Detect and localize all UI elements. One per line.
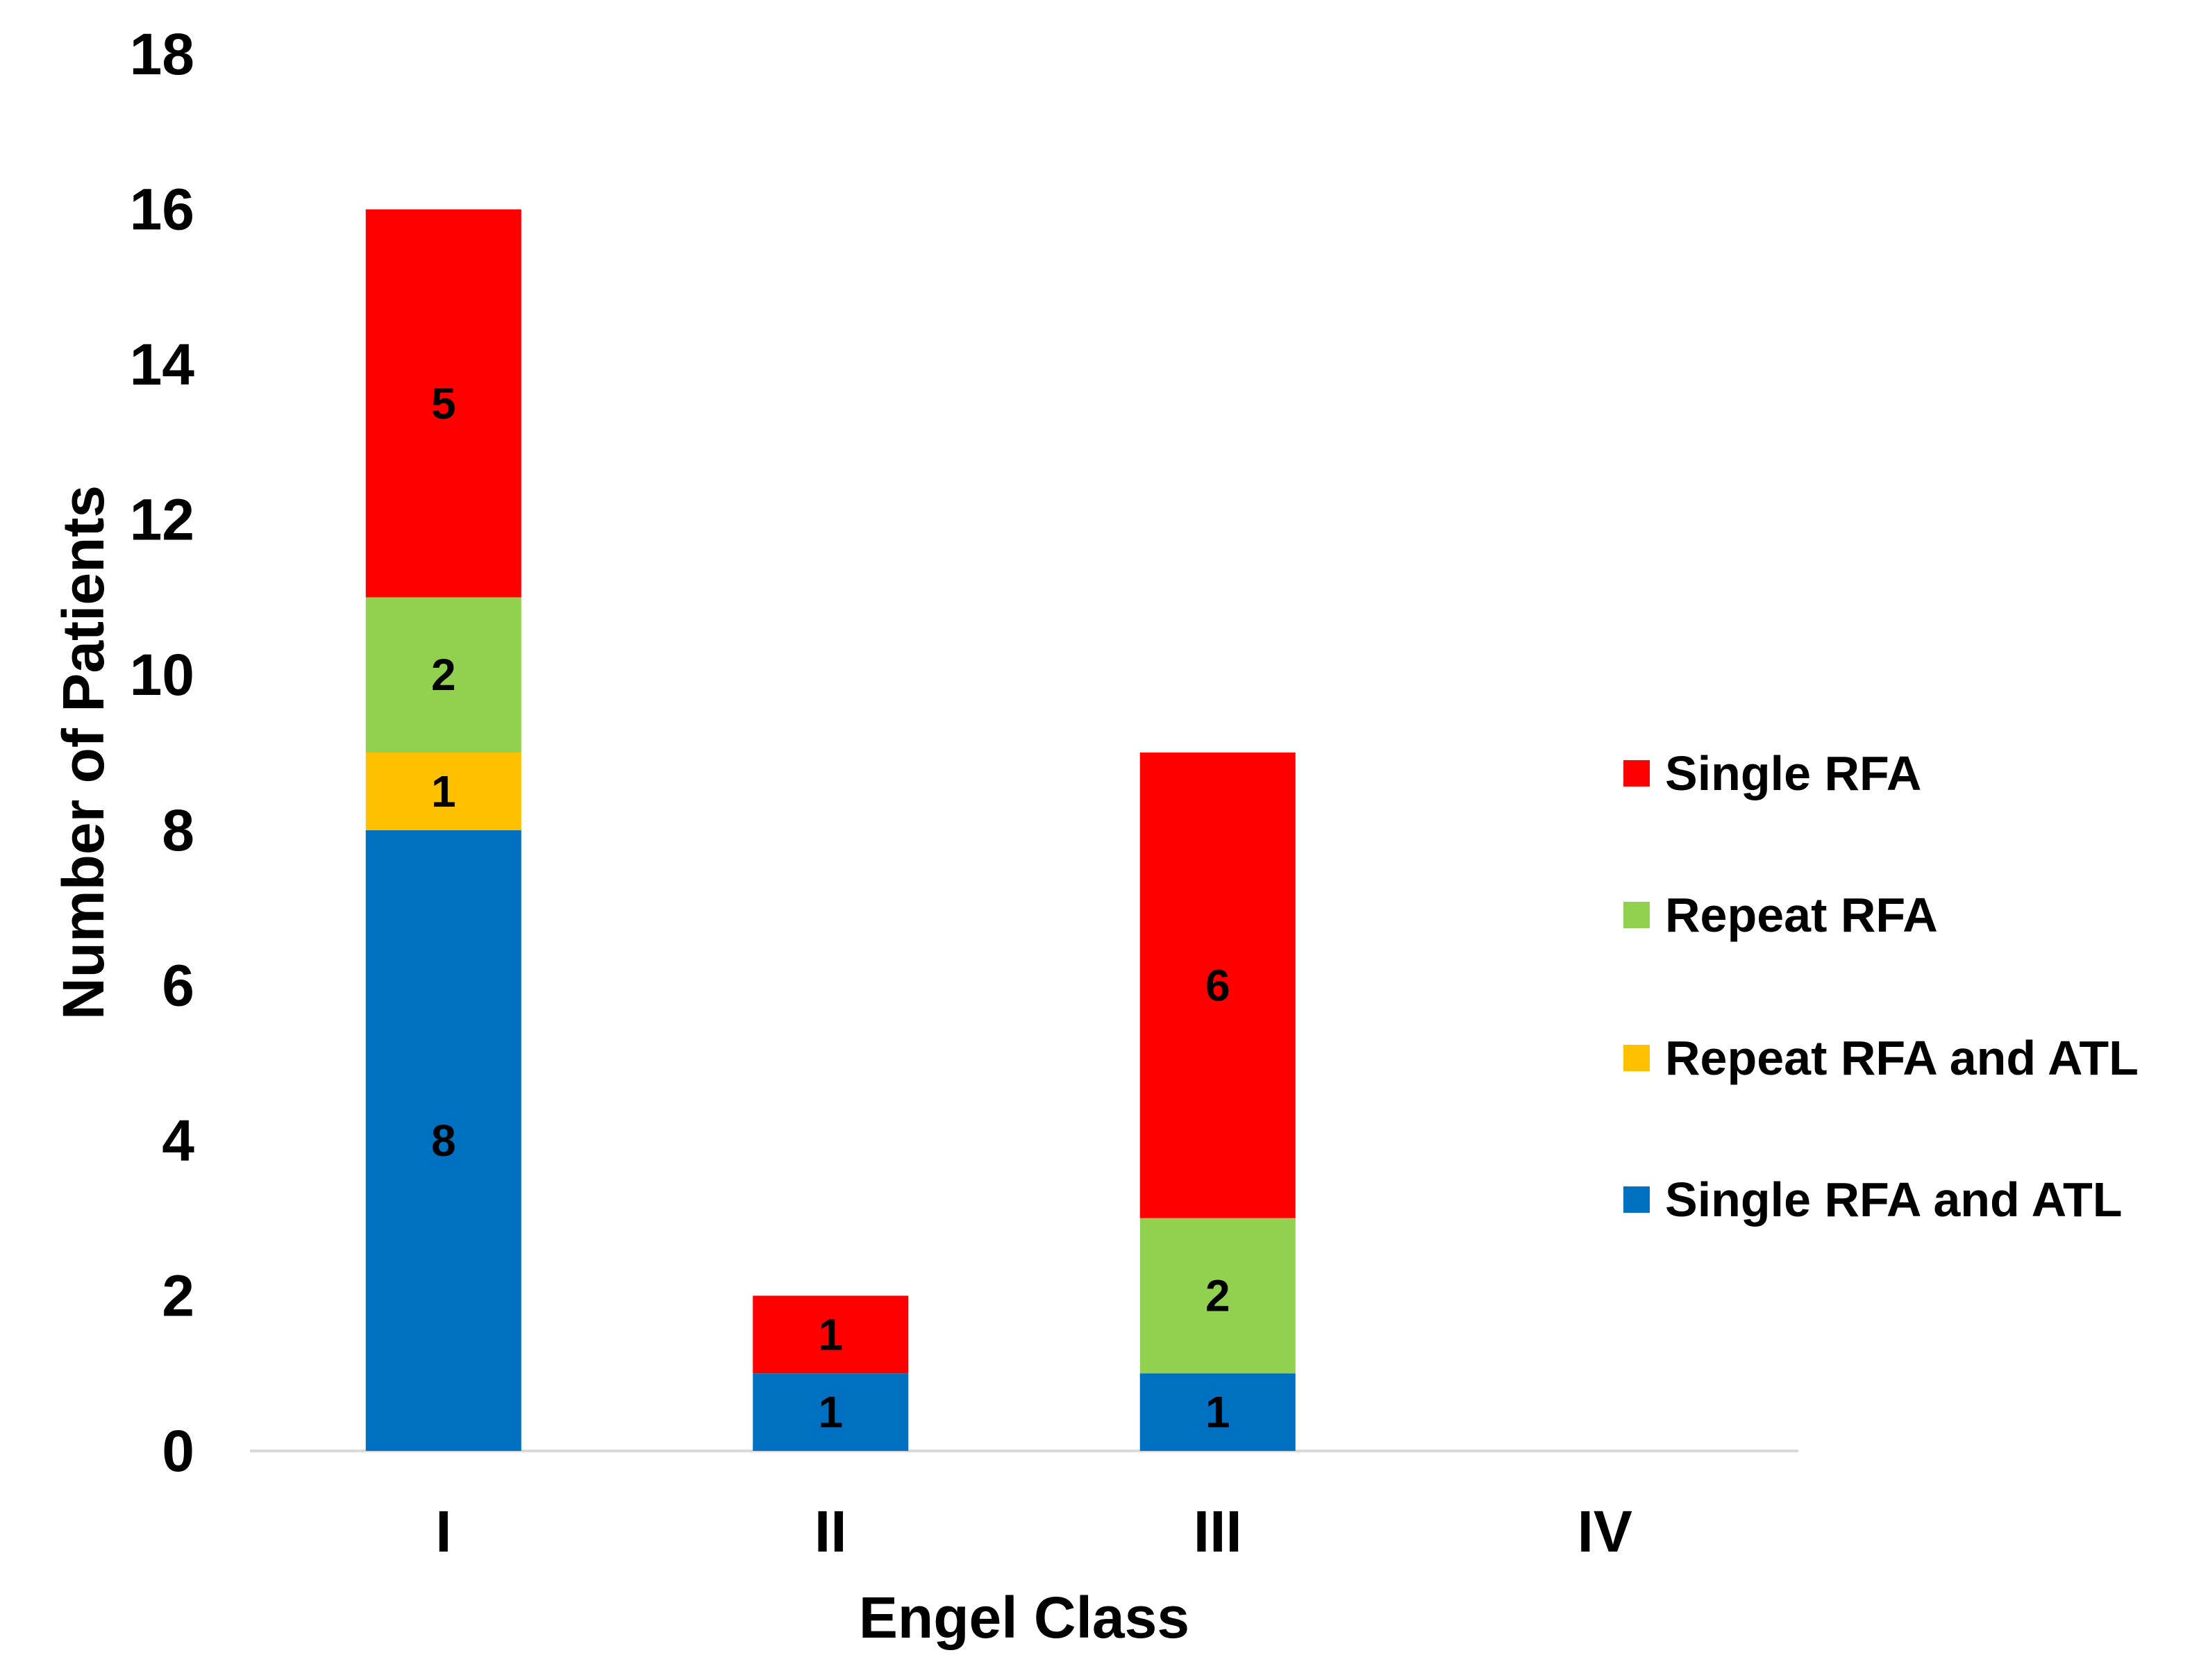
data-label: 5 xyxy=(431,378,456,428)
legend-label: Single RFA and ATL xyxy=(1665,1173,2123,1227)
data-label: 2 xyxy=(431,650,456,700)
bars: 8 1 2 5 1 1 1 2 6 xyxy=(365,209,1296,1451)
bar-segment xyxy=(365,753,521,830)
y-tick-label: 8 xyxy=(162,798,194,863)
y-tick-label: 12 xyxy=(130,487,194,553)
legend-swatch xyxy=(1623,1045,1650,1071)
x-axis-label: Engel Class xyxy=(859,1585,1189,1650)
y-tick-label: 10 xyxy=(130,642,194,707)
bar-segment xyxy=(1139,753,1296,1218)
y-tick-label: 6 xyxy=(162,952,194,1018)
data-label: 1 xyxy=(818,1309,843,1359)
x-tick-label: III xyxy=(1194,1499,1242,1564)
y-tick-label: 2 xyxy=(162,1263,194,1328)
legend-label: Repeat RFA and ATL xyxy=(1665,1031,2139,1085)
bar-segment xyxy=(365,597,521,753)
legend-swatch xyxy=(1623,760,1650,787)
y-axis-ticks: 0 2 4 6 8 10 12 14 16 18 xyxy=(130,22,195,1484)
x-tick-label: I xyxy=(435,1499,451,1564)
legend-label: Repeat RFA xyxy=(1665,888,1938,942)
x-tick-label: IV xyxy=(1578,1499,1632,1564)
x-tick-label: II xyxy=(814,1499,847,1564)
bar-segment xyxy=(1139,1218,1296,1374)
x-axis-ticks: I II III IV xyxy=(435,1499,1632,1564)
y-tick-label: 16 xyxy=(130,177,194,242)
bar-segment xyxy=(365,830,521,1451)
y-tick-label: 18 xyxy=(130,22,194,87)
data-label: 6 xyxy=(1205,960,1230,1010)
data-label: 1 xyxy=(818,1387,843,1437)
bar-segment xyxy=(365,209,521,598)
legend-label: Single RFA xyxy=(1665,746,1921,800)
bar-segment xyxy=(753,1295,909,1374)
legend-swatch xyxy=(1623,1186,1650,1213)
legend-swatch xyxy=(1623,902,1650,928)
y-tick-label: 14 xyxy=(130,332,195,397)
data-label: 8 xyxy=(431,1116,456,1166)
data-label: 1 xyxy=(431,766,456,816)
data-label: 1 xyxy=(1205,1387,1230,1437)
y-tick-label: 0 xyxy=(162,1418,194,1484)
bar-segment xyxy=(753,1373,909,1451)
y-tick-label: 4 xyxy=(162,1108,194,1173)
data-label: 2 xyxy=(1205,1270,1230,1320)
legend: Single RFA Repeat RFA Repeat RFA and ATL Si… xyxy=(1623,746,2139,1227)
bar-segment xyxy=(1139,1373,1296,1451)
y-axis-label: Number of Patients xyxy=(51,485,116,1020)
